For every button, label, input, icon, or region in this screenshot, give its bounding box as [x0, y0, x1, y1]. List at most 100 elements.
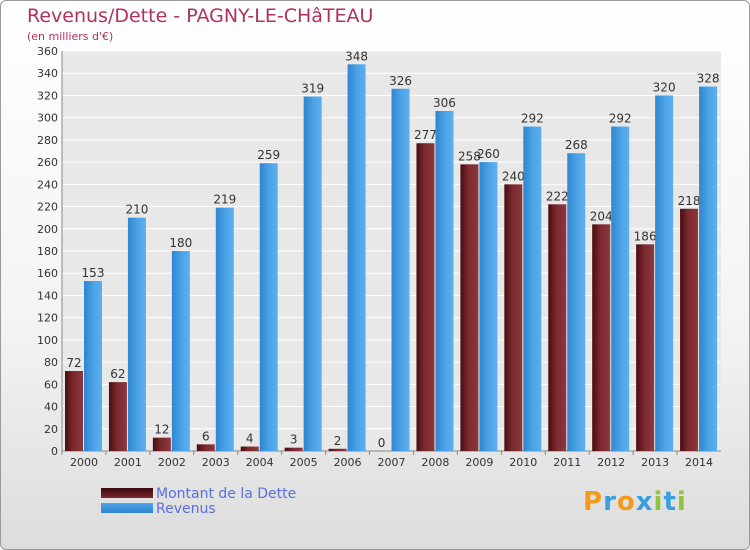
bar-revenus: [655, 95, 674, 451]
data-label-dette: 0: [378, 436, 386, 450]
y-tick-label: 320: [37, 89, 58, 102]
data-label-dette: 258: [458, 149, 481, 163]
data-label-revenus: 320: [653, 80, 676, 94]
y-tick-label: 180: [37, 245, 58, 258]
y-tick-label: 40: [44, 401, 58, 414]
y-tick-label: 300: [37, 112, 58, 125]
bar-revenus: [303, 96, 322, 452]
x-tick-label: 2003: [202, 456, 230, 469]
data-label-dette: 186: [634, 229, 657, 243]
bar-revenus: [391, 88, 410, 452]
y-tick-label: 220: [37, 201, 58, 214]
x-tick-label: 2001: [114, 456, 142, 469]
y-tick-label: 100: [37, 334, 58, 347]
data-label-revenus: 328: [697, 72, 720, 86]
bar-revenus: [567, 153, 586, 451]
x-tick-label: 2007: [378, 456, 406, 469]
y-tick-label: 240: [37, 178, 58, 191]
bar-dette: [284, 447, 303, 451]
data-label-revenus: 292: [521, 112, 544, 126]
y-tick-label: 80: [44, 356, 58, 369]
data-label-dette: 12: [154, 423, 169, 437]
y-tick-label: 60: [44, 378, 58, 391]
data-label-dette: 240: [502, 169, 525, 183]
logo-letter: o: [616, 487, 636, 517]
data-label-dette: 222: [546, 189, 569, 203]
legend-label-revenus: Revenus: [156, 501, 216, 517]
logo-letter: r: [603, 487, 617, 517]
bar-dette: [65, 371, 83, 451]
x-tick-label: 2008: [421, 456, 449, 469]
bar-revenus: [171, 251, 190, 451]
logo-letter: t: [663, 487, 677, 517]
bar-revenus: [699, 86, 718, 452]
x-tick-label: 2012: [597, 456, 625, 469]
y-tick-label: 360: [37, 45, 58, 58]
data-label-revenus: 210: [125, 203, 148, 217]
data-label-dette: 218: [678, 194, 701, 208]
bar-dette: [328, 448, 347, 451]
y-tick-label: 140: [37, 289, 58, 302]
y-tick-label: 280: [37, 134, 58, 147]
chart-subtitle: (en milliers d'€): [27, 30, 114, 43]
x-tick-label: 2002: [158, 456, 186, 469]
data-label-revenus: 326: [389, 74, 412, 88]
logo-letter: i: [653, 487, 664, 517]
x-tick-label: 2010: [509, 456, 537, 469]
legend-swatch-dette: [101, 488, 153, 498]
data-label-revenus: 153: [82, 266, 105, 280]
data-label-revenus: 219: [213, 193, 236, 207]
x-tick-label: 2000: [70, 456, 98, 469]
bar-revenus: [479, 162, 498, 451]
bar-revenus: [611, 126, 630, 452]
bar-dette: [636, 244, 655, 451]
data-label-dette: 4: [246, 432, 254, 446]
bar-dette: [548, 204, 567, 451]
x-tick-label: 2004: [246, 456, 274, 469]
bar-revenus: [259, 163, 278, 451]
data-label-dette: 72: [66, 356, 81, 370]
data-label-dette: 277: [414, 128, 437, 142]
chart-title: Revenus/Dette - PAGNY-LE-CHâTEAU: [27, 5, 374, 27]
x-tick-label: 2013: [641, 456, 669, 469]
bar-dette: [240, 446, 259, 451]
legend-label-dette: Montant de la Dette: [156, 486, 297, 502]
logo-letter: i: [676, 487, 687, 517]
y-tick-label: 20: [44, 423, 58, 436]
data-label-revenus: 306: [433, 96, 456, 110]
y-tick-label: 160: [37, 267, 58, 280]
y-tick-label: 0: [51, 445, 58, 458]
y-tick-label: 260: [37, 156, 58, 169]
data-label-dette: 204: [590, 209, 613, 223]
x-tick-label: 2009: [465, 456, 493, 469]
y-tick-label: 120: [37, 312, 58, 325]
data-label-dette: 2: [334, 434, 342, 448]
data-label-revenus: 292: [609, 112, 632, 126]
data-label-dette: 3: [290, 433, 298, 447]
bar-revenus: [347, 64, 366, 452]
x-tick-label: 2005: [290, 456, 318, 469]
bar-dette: [108, 382, 127, 451]
bar-revenus: [84, 281, 102, 451]
bar-revenus: [435, 111, 454, 451]
bar-dette: [460, 164, 479, 452]
data-label-dette: 6: [202, 429, 210, 443]
bar-revenus: [523, 126, 542, 452]
bar-dette: [680, 208, 699, 451]
bar-dette: [416, 143, 435, 451]
data-label-dette: 62: [110, 367, 125, 381]
data-label-revenus: 268: [565, 138, 588, 152]
data-label-revenus: 260: [477, 147, 500, 161]
proxiti-logo: Proxiti: [583, 487, 687, 517]
x-tick-label: 2014: [685, 456, 713, 469]
y-tick-label: 340: [37, 67, 58, 80]
bar-revenus: [127, 217, 146, 451]
data-label-revenus: 319: [301, 82, 324, 96]
bar-dette: [196, 444, 215, 451]
logo-letter: x: [635, 487, 654, 517]
bar-revenus: [215, 207, 234, 451]
data-label-revenus: 180: [169, 236, 192, 250]
legend-swatch-revenus: [101, 503, 153, 513]
